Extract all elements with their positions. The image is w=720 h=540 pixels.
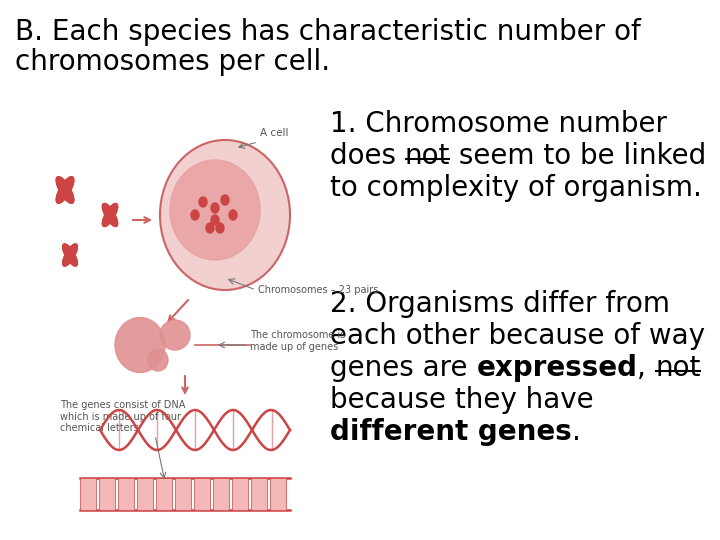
FancyBboxPatch shape <box>118 478 134 510</box>
Text: because they have: because they have <box>330 386 593 414</box>
Ellipse shape <box>216 223 224 233</box>
Ellipse shape <box>102 204 117 226</box>
FancyBboxPatch shape <box>251 478 267 510</box>
Ellipse shape <box>221 195 229 205</box>
Text: The chromosome is
made up of genes: The chromosome is made up of genes <box>250 330 346 352</box>
Ellipse shape <box>206 223 214 233</box>
Ellipse shape <box>211 203 219 213</box>
Ellipse shape <box>56 177 73 203</box>
Text: genes are: genes are <box>330 354 477 382</box>
FancyBboxPatch shape <box>232 478 248 510</box>
Ellipse shape <box>102 204 117 226</box>
Ellipse shape <box>191 210 199 220</box>
Text: 1. Chromosome number: 1. Chromosome number <box>330 110 667 138</box>
FancyBboxPatch shape <box>213 478 229 510</box>
FancyBboxPatch shape <box>156 478 172 510</box>
Ellipse shape <box>63 244 77 266</box>
Text: each other because of way: each other because of way <box>330 322 705 350</box>
Text: different genes: different genes <box>330 418 572 446</box>
Text: Chromosomes – 23 pairs: Chromosomes – 23 pairs <box>258 285 379 295</box>
Ellipse shape <box>229 210 237 220</box>
Ellipse shape <box>56 177 73 203</box>
FancyBboxPatch shape <box>137 478 153 510</box>
Text: does: does <box>330 142 405 170</box>
Text: not: not <box>405 142 450 170</box>
Ellipse shape <box>102 204 117 226</box>
Text: A cell: A cell <box>260 128 289 138</box>
Text: .: . <box>572 418 580 446</box>
Ellipse shape <box>115 318 165 373</box>
Text: chromosomes per cell.: chromosomes per cell. <box>15 48 330 76</box>
FancyBboxPatch shape <box>5 85 310 505</box>
Ellipse shape <box>102 204 117 226</box>
FancyBboxPatch shape <box>175 478 191 510</box>
FancyBboxPatch shape <box>99 478 115 510</box>
Ellipse shape <box>148 349 168 371</box>
Ellipse shape <box>56 177 73 203</box>
FancyBboxPatch shape <box>80 478 96 510</box>
FancyBboxPatch shape <box>194 478 210 510</box>
Text: The genes consist of DNA
which is made up of four
chemical letters: The genes consist of DNA which is made u… <box>60 400 185 433</box>
Ellipse shape <box>160 320 190 350</box>
Text: 2. Organisms differ from: 2. Organisms differ from <box>330 290 670 318</box>
Ellipse shape <box>63 244 77 266</box>
Ellipse shape <box>63 244 77 266</box>
Ellipse shape <box>160 140 290 290</box>
Text: B. Each species has characteristic number of: B. Each species has characteristic numbe… <box>15 18 641 46</box>
Text: expressed: expressed <box>477 354 637 382</box>
Text: to complexity of organism.: to complexity of organism. <box>330 174 702 202</box>
Text: ,: , <box>637 354 655 382</box>
Ellipse shape <box>211 215 219 225</box>
Text: not: not <box>655 354 701 382</box>
Ellipse shape <box>63 244 77 266</box>
Text: seem to be linked: seem to be linked <box>450 142 706 170</box>
Ellipse shape <box>170 160 260 260</box>
FancyBboxPatch shape <box>270 478 286 510</box>
Ellipse shape <box>56 177 73 203</box>
Ellipse shape <box>199 197 207 207</box>
